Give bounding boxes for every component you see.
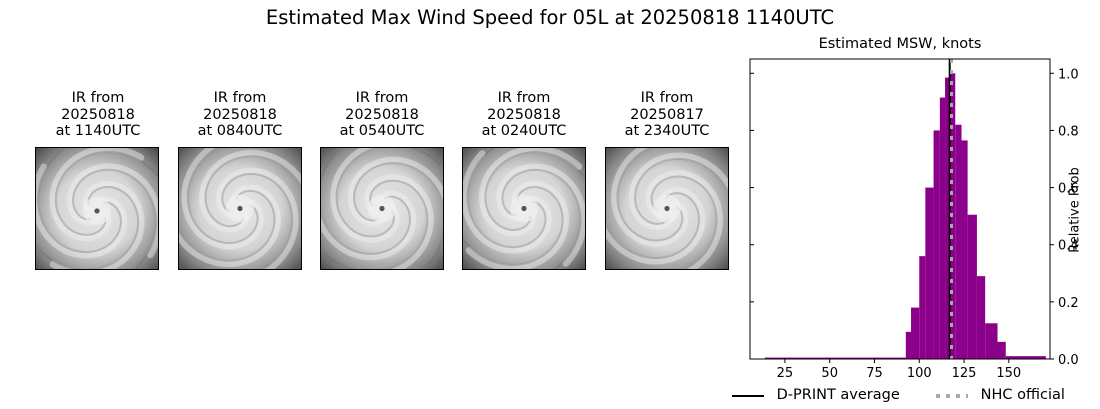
ir-panel-title-5: IR from 20250817 at 2340UTC [592, 90, 742, 140]
ir-satellite-image-3 [320, 147, 444, 270]
y-tick-label: 0.2 [1058, 296, 1079, 311]
histogram-bar [945, 77, 950, 360]
ir-title-time: at 0840UTC [197, 123, 283, 139]
ir-title-time: at 0540UTC [339, 123, 425, 139]
histogram-bar [925, 187, 934, 359]
legend-label: NHC official [980, 387, 1065, 403]
solid-line-icon [732, 395, 764, 397]
histogram-bar [955, 124, 962, 359]
ir-satellite-image-4 [462, 147, 586, 270]
ir-panel-title-2: IR from 20250818 at 0840UTC [165, 90, 315, 140]
ir-satellite-image-2 [178, 147, 302, 270]
plot-frame [749, 58, 1051, 360]
x-tick-label: 150 [996, 366, 1021, 381]
ir-title-date: 20250817 [630, 106, 704, 123]
histogram-bar [961, 140, 968, 359]
histogram-bar [997, 341, 1006, 359]
y-axis-label: Relative Prob [1067, 167, 1083, 253]
ir-satellite-image-5 [605, 147, 729, 270]
y-tick-label: 1.0 [1058, 67, 1079, 82]
y-tick-label: 0.6 [1058, 182, 1079, 197]
x-tick-label: 125 [952, 366, 977, 381]
histogram-bar [985, 323, 998, 359]
hurricane-eye [521, 205, 527, 212]
ir-title-line: IR from [640, 90, 694, 106]
chart-title: Estimated MSW, knots [818, 36, 982, 52]
histogram-bar [939, 97, 946, 360]
legend-label: D-PRINT average [776, 387, 900, 403]
ir-title-line: IR from [71, 90, 125, 106]
histogram-bar [919, 256, 926, 359]
ir-title-date: 20250818 [345, 106, 419, 123]
hurricane-eye [379, 205, 385, 212]
hurricane-eye [237, 205, 243, 212]
ir-title-time: at 1140UTC [55, 123, 141, 139]
ir-title-line: IR from [355, 90, 409, 106]
ir-title-date: 20250818 [61, 106, 135, 123]
x-tick-label: 50 [821, 366, 838, 381]
ir-panel-title-4: IR from 20250818 at 0240UTC [449, 90, 599, 140]
histogram-bar [1005, 356, 1046, 359]
ir-panel-title-1: IR from 20250818 at 1140UTC [23, 90, 173, 140]
ir-panel-title-3: IR from 20250818 at 0540UTC [307, 90, 457, 140]
ir-satellite-image-1 [35, 147, 159, 270]
ir-title-line: IR from [213, 90, 267, 106]
legend-item-dprint: D-PRINT average [730, 386, 900, 404]
histogram-bar [764, 357, 906, 359]
histogram-bar [976, 276, 986, 359]
ir-title-time: at 2340UTC [624, 123, 710, 139]
y-tick-label: 0.8 [1058, 124, 1079, 139]
ir-title-date: 20250818 [203, 106, 277, 123]
histogram-bar [911, 307, 920, 359]
y-tick-label: 0.0 [1058, 353, 1079, 368]
histogram-bar [933, 130, 940, 359]
legend-item-nhc: NHC official [934, 386, 1065, 404]
dotted-line-icon [936, 394, 968, 398]
ir-title-time: at 0240UTC [481, 123, 567, 139]
hurricane-eye [664, 205, 670, 212]
histogram-bar [967, 214, 977, 359]
y-tick-label: 0.4 [1058, 239, 1079, 254]
x-tick-label: 100 [907, 366, 932, 381]
x-tick-label: 75 [866, 366, 883, 381]
ir-title-line: IR from [497, 90, 551, 106]
histogram-bar [905, 331, 912, 359]
figure-title: Estimated Max Wind Speed for 05L at 2025… [265, 6, 835, 29]
hurricane-eye [94, 208, 100, 214]
ir-title-date: 20250818 [487, 106, 561, 123]
x-tick-label: 25 [777, 366, 794, 381]
